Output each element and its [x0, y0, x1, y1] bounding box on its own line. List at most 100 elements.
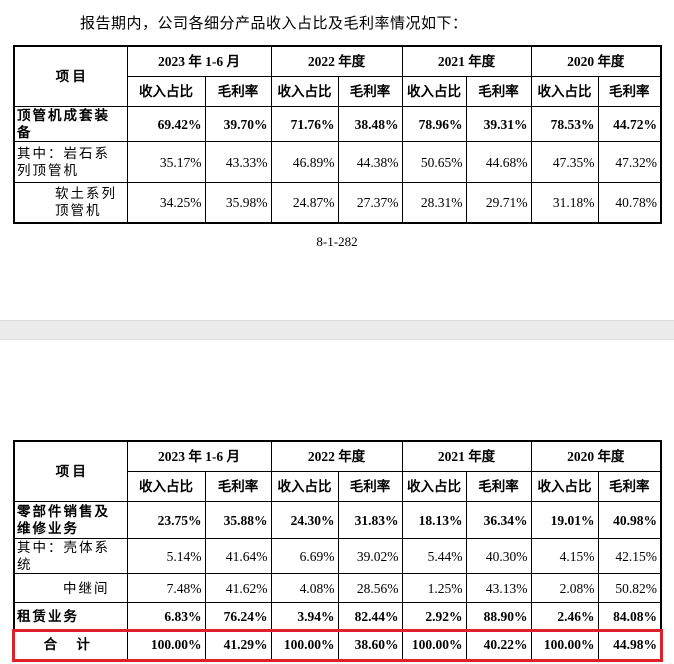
value-cell: 46.89% — [270, 141, 339, 183]
value-cell: 47.35% — [530, 141, 599, 183]
value-cell: 41.64% — [204, 538, 272, 574]
sub-header: 毛利率 — [597, 471, 662, 502]
value-cell: 38.48% — [337, 106, 403, 142]
period-header: 2020 年度 — [530, 45, 662, 77]
table: 项 目 2023 年 1-6 月 2022 年度 2021 年度 2020 年度 收入占比… — [13, 45, 662, 224]
value-cell: 31.83% — [337, 501, 403, 539]
header-row: 收入占比 毛利率 收入占比 毛利率 收入占比 毛利率 收入占比 毛利率 — [14, 471, 662, 502]
row-label: 其中：岩石系列顶管机 — [13, 141, 128, 183]
page-break — [0, 320, 674, 340]
page-number: 8-1-282 — [316, 234, 358, 249]
row-label: 其中：壳体系统 — [13, 538, 128, 574]
value-cell: 31.18% — [530, 182, 599, 223]
table-row: 合 计 100.00% 41.29% 100.00% 38.60% 100.00% 40.2… — [12, 628, 663, 662]
table-row: 软土系列顶管机 34.25% 35.98% 24.87% 27.37% 28.31% 29.… — [13, 182, 662, 223]
value-cell: 35.17% — [126, 141, 206, 183]
sub-header: 毛利率 — [337, 471, 403, 502]
value-cell: 44.38% — [337, 141, 403, 183]
value-cell: 69.42% — [126, 106, 206, 142]
value-cell: 50.65% — [401, 141, 467, 183]
sub-header: 收入占比 — [126, 76, 206, 107]
value-cell: 28.56% — [337, 573, 403, 603]
row-label: 零部件销售及维修业务 — [13, 501, 128, 539]
value-cell: 2.46% — [530, 602, 599, 631]
item-header: 项 目 — [13, 440, 128, 502]
table-row: 租赁业务 6.83% 76.24% 3.94% 82.44% 2.92% 88.90% 2.4… — [13, 602, 662, 631]
value-cell: 2.08% — [530, 573, 599, 603]
value-cell: 27.37% — [337, 182, 403, 223]
value-cell: 50.82% — [597, 573, 662, 603]
table-row: 其中：岩石系列顶管机 35.17% 43.33% 46.89% 44.38% 50.65%… — [13, 141, 662, 183]
value-cell: 4.15% — [530, 538, 599, 574]
value-cell: 39.02% — [337, 538, 403, 574]
sub-header: 收入占比 — [401, 76, 467, 107]
value-cell: 44.98% — [597, 630, 662, 660]
intro: 报告期内，公司各细分产品收入占比及毛利率情况如下： — [80, 16, 468, 32]
value-cell: 35.98% — [204, 182, 272, 223]
period-header: 2023 年 1-6 月 — [126, 45, 272, 77]
value-cell: 44.72% — [597, 106, 662, 142]
sub-header: 毛利率 — [204, 471, 272, 502]
value-cell: 5.14% — [126, 538, 206, 574]
table-row: 顶管机成套装备 69.42% 39.70% 71.76% 38.48% 78.96% 39.… — [13, 106, 662, 142]
value-cell: 82.44% — [337, 602, 403, 631]
value-cell: 41.29% — [204, 630, 272, 660]
value-cell: 44.68% — [465, 141, 532, 183]
value-cell: 41.62% — [204, 573, 272, 603]
value-cell: 40.98% — [597, 501, 662, 539]
value-cell: 76.24% — [204, 602, 272, 631]
value-cell: 100.00% — [401, 630, 467, 660]
table-row: 其中：壳体系统 5.14% 41.64% 6.69% 39.02% 5.44% 40.30%… — [13, 538, 662, 574]
sub-header: 收入占比 — [401, 471, 467, 502]
value-cell: 29.71% — [465, 182, 532, 223]
value-cell: 18.13% — [401, 501, 467, 539]
sub-header: 毛利率 — [465, 76, 532, 107]
value-cell: 34.25% — [126, 182, 206, 223]
value-cell: 35.88% — [204, 501, 272, 539]
value-cell: 2.92% — [401, 602, 467, 631]
row-label: 软土系列顶管机 — [13, 182, 128, 223]
value-cell: 19.01% — [530, 501, 599, 539]
value-cell: 39.70% — [204, 106, 272, 142]
value-cell: 43.13% — [465, 573, 532, 603]
value-cell: 42.15% — [597, 538, 662, 574]
item-header: 项 目 — [13, 45, 128, 107]
value-cell: 78.53% — [530, 106, 599, 142]
value-cell: 40.30% — [465, 538, 532, 574]
sub-header: 收入占比 — [530, 76, 599, 107]
value-cell: 88.90% — [465, 602, 532, 631]
period-header: 2020 年度 — [530, 440, 662, 472]
value-cell: 40.78% — [597, 182, 662, 223]
sub-header: 毛利率 — [204, 76, 272, 107]
sub-header: 收入占比 — [530, 471, 599, 502]
value-cell: 6.69% — [270, 538, 339, 574]
period-header: 2021 年度 — [401, 45, 532, 77]
sub-header: 毛利率 — [337, 76, 403, 107]
value-cell: 47.32% — [597, 141, 662, 183]
value-cell: 23.75% — [126, 501, 206, 539]
value-cell: 38.60% — [337, 630, 403, 660]
period-header: 2022 年度 — [270, 45, 403, 77]
value-cell: 3.94% — [270, 602, 339, 631]
table: 项 目 2023 年 1-6 月 2022 年度 2021 年度 2020 年度 收入占比… — [12, 440, 663, 662]
row-label: 顶管机成套装备 — [13, 106, 128, 142]
sub-header: 毛利率 — [465, 471, 532, 502]
header-row: 项 目 2023 年 1-6 月 2022 年度 2021 年度 2020 年度 — [13, 45, 662, 107]
value-cell: 6.83% — [126, 602, 206, 631]
value-cell: 78.96% — [401, 106, 467, 142]
value-cell: 84.08% — [597, 602, 662, 631]
value-cell: 100.00% — [126, 630, 206, 660]
value-cell: 7.48% — [126, 573, 206, 603]
value-cell: 5.44% — [401, 538, 467, 574]
sub-header: 收入占比 — [270, 76, 339, 107]
sub-header: 毛利率 — [597, 76, 662, 107]
sub-header: 收入占比 — [126, 471, 206, 502]
value-cell: 24.87% — [270, 182, 339, 223]
header-row: 收入占比 毛利率 收入占比 毛利率 收入占比 毛利率 收入占比 毛利率 — [14, 76, 662, 107]
row-label: 中继间 — [13, 573, 128, 603]
table-row: 中继间 7.48% 41.62% 4.08% 28.56% 1.25% 43.13% 2.08… — [13, 573, 662, 603]
period-header: 2023 年 1-6 月 — [126, 440, 272, 472]
value-cell: 71.76% — [270, 106, 339, 142]
value-cell: 100.00% — [530, 630, 599, 660]
